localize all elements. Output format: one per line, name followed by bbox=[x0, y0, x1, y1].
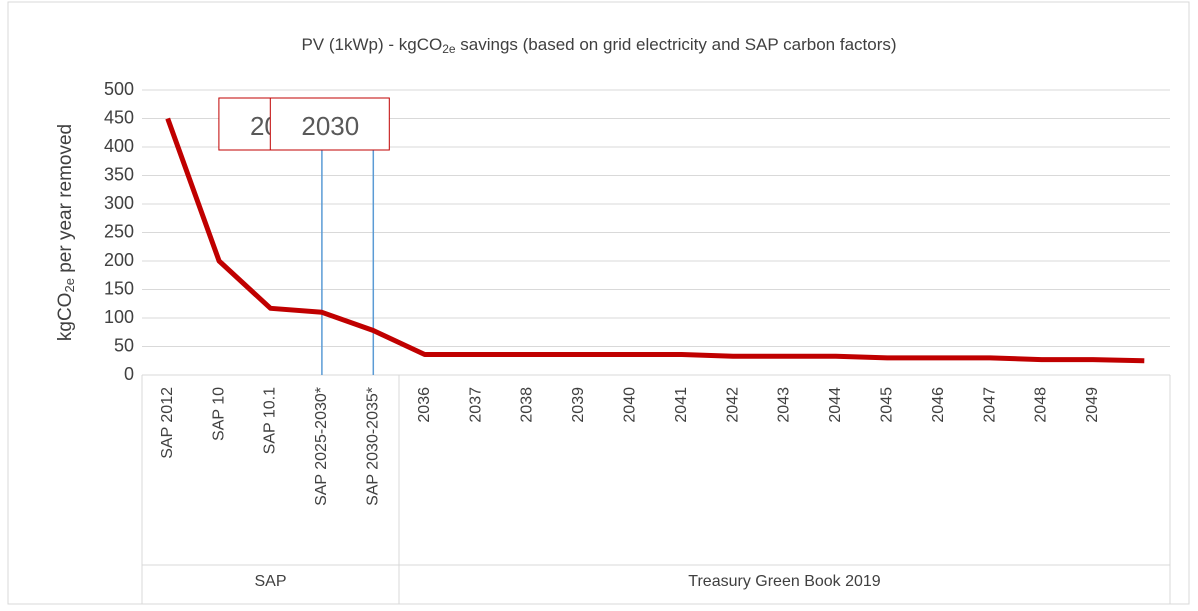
title-subscript: 2e bbox=[442, 42, 456, 56]
y-tick-label: 200 bbox=[104, 250, 134, 270]
x-tick-label: 2039 bbox=[570, 387, 587, 423]
x-tick-label: 2040 bbox=[622, 387, 639, 423]
x-tick-label: 2038 bbox=[519, 387, 536, 423]
data-line bbox=[165, 117, 1145, 364]
title-text: savings (based on grid electricity and S… bbox=[456, 35, 897, 54]
y-tick-label: 500 bbox=[104, 79, 134, 99]
y-tick-label: 50 bbox=[114, 335, 134, 355]
y-tick-label: 0 bbox=[124, 364, 134, 384]
y-tick-label: 100 bbox=[104, 307, 134, 327]
y-axis-label: kgCO2e per year removed bbox=[55, 124, 77, 341]
x-tick-label: SAP 2012 bbox=[159, 387, 176, 459]
x-tick-label: 2037 bbox=[467, 387, 484, 423]
x-tick-label: 2046 bbox=[930, 387, 947, 423]
x-tick-label: SAP 2030-2035* bbox=[365, 387, 382, 506]
y-tick-label: 300 bbox=[104, 193, 134, 213]
ylabel-text: kgCO bbox=[55, 293, 76, 342]
x-tick-label: 2044 bbox=[827, 387, 844, 423]
chart-border bbox=[7, 1, 1190, 605]
chart-title: PV (1kWp) - kgCO2e savings (based on gri… bbox=[301, 35, 896, 56]
annotation-text: 2030 bbox=[301, 111, 359, 141]
title-text: PV (1kWp) - kgCO bbox=[301, 35, 442, 54]
x-tick-label: 2041 bbox=[673, 387, 690, 423]
group-label: SAP bbox=[254, 573, 286, 590]
x-tick-label: 2048 bbox=[1033, 387, 1050, 423]
x-tick-label: SAP 2025-2030* bbox=[313, 387, 330, 506]
x-tick-label: 2036 bbox=[416, 387, 433, 423]
x-tick-label: 2042 bbox=[724, 387, 741, 423]
x-tick-label: 2047 bbox=[981, 387, 998, 423]
y-tick-label: 450 bbox=[104, 107, 134, 127]
annotation-box bbox=[269, 97, 390, 151]
x-tick-label: 2049 bbox=[1084, 387, 1101, 423]
x-tick-label: SAP 10.1 bbox=[262, 387, 279, 454]
ylabel-subscript: 2e bbox=[62, 278, 77, 292]
x-tick-label: 2045 bbox=[879, 387, 896, 423]
x-tick-label: 2043 bbox=[776, 387, 793, 423]
y-tick-label: 400 bbox=[104, 136, 134, 156]
y-tick-label: 350 bbox=[104, 164, 134, 184]
y-tick-label: 250 bbox=[104, 221, 134, 241]
x-tick-label: SAP 10 bbox=[210, 387, 227, 441]
ylabel-text: per year removed bbox=[55, 124, 76, 278]
group-label: Treasury Green Book 2019 bbox=[688, 573, 881, 590]
y-tick-label: 150 bbox=[104, 278, 134, 298]
